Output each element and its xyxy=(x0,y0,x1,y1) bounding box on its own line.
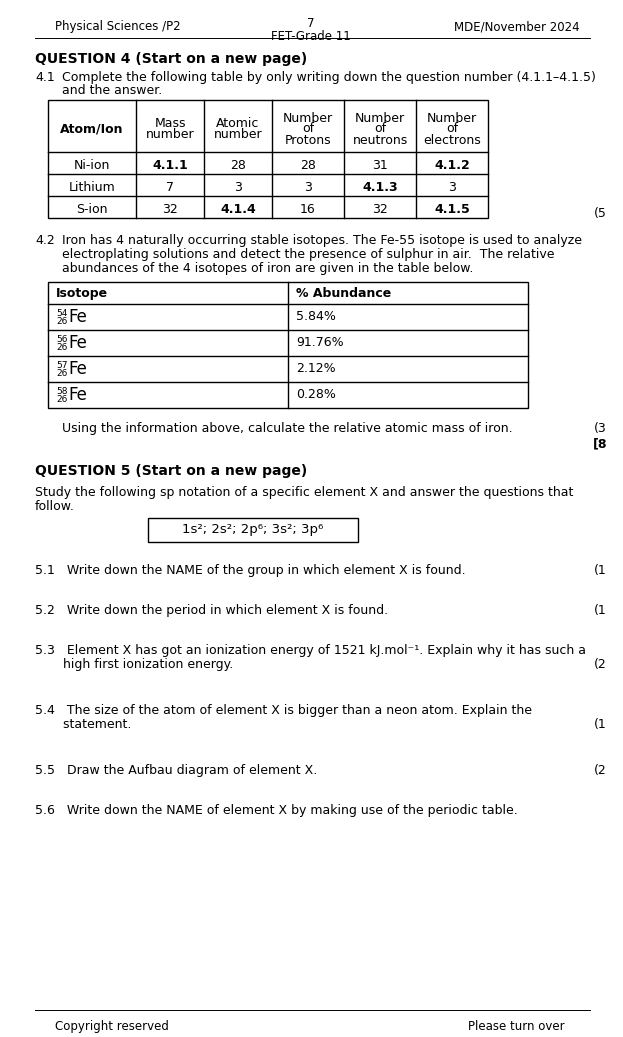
Text: number: number xyxy=(214,128,262,141)
Text: Please turn over: Please turn over xyxy=(468,1020,565,1033)
Text: 4.1.1: 4.1.1 xyxy=(152,159,188,172)
Text: neutrons: neutrons xyxy=(353,134,407,146)
Text: 57: 57 xyxy=(56,361,67,369)
Text: Number: Number xyxy=(355,112,405,124)
Text: 32: 32 xyxy=(372,203,388,216)
Text: 4.1.4: 4.1.4 xyxy=(220,203,256,216)
Text: 54: 54 xyxy=(56,308,67,317)
Text: (1: (1 xyxy=(594,604,607,617)
Text: 26: 26 xyxy=(56,317,67,327)
Text: electrons: electrons xyxy=(423,134,481,146)
Text: FET-Grade 11: FET-Grade 11 xyxy=(271,30,351,43)
Text: QUESTION 5 (Start on a new page): QUESTION 5 (Start on a new page) xyxy=(35,464,307,478)
Text: Iron has 4 naturally occurring stable isotopes. The Fe-55 isotope is used to ana: Iron has 4 naturally occurring stable is… xyxy=(62,234,582,247)
Text: [8: [8 xyxy=(592,437,607,450)
Text: Fe: Fe xyxy=(68,360,87,379)
Text: 16: 16 xyxy=(300,203,316,216)
Text: Lithium: Lithium xyxy=(69,181,115,194)
Text: (3: (3 xyxy=(594,422,607,435)
Text: (5: (5 xyxy=(594,207,607,220)
Text: number: number xyxy=(146,128,194,141)
Bar xyxy=(148,518,358,542)
Text: 5.4   The size of the atom of element X is bigger than a neon atom. Explain the: 5.4 The size of the atom of element X is… xyxy=(35,704,532,717)
Text: 5.1   Write down the NAME of the group in which element X is found.: 5.1 Write down the NAME of the group in … xyxy=(35,564,465,577)
Text: statement.: statement. xyxy=(35,718,131,731)
Text: QUESTION 4 (Start on a new page): QUESTION 4 (Start on a new page) xyxy=(35,52,307,66)
Text: 4.1.2: 4.1.2 xyxy=(434,159,470,172)
Text: Number: Number xyxy=(427,112,477,124)
Text: MDE/November 2024: MDE/November 2024 xyxy=(454,20,580,33)
Text: follow.: follow. xyxy=(35,500,75,513)
Text: 5.6   Write down the NAME of element X by making use of the periodic table.: 5.6 Write down the NAME of element X by … xyxy=(35,804,518,817)
Text: Ni-ion: Ni-ion xyxy=(74,159,110,172)
Text: high first ionization energy.: high first ionization energy. xyxy=(35,658,233,671)
Text: (2: (2 xyxy=(594,764,607,777)
Bar xyxy=(48,100,488,218)
Text: Atomic: Atomic xyxy=(216,117,260,130)
Text: 7: 7 xyxy=(166,181,174,194)
Text: 56: 56 xyxy=(56,335,67,343)
Text: of: of xyxy=(446,122,458,136)
Text: 5.84%: 5.84% xyxy=(296,310,336,324)
Text: abundances of the 4 isotopes of iron are given in the table below.: abundances of the 4 isotopes of iron are… xyxy=(62,262,473,275)
Text: 4.1.3: 4.1.3 xyxy=(362,181,398,194)
Text: 4.1: 4.1 xyxy=(35,71,55,84)
Text: Study the following sp notation of a specific element X and answer the questions: Study the following sp notation of a spe… xyxy=(35,486,573,499)
Text: 26: 26 xyxy=(56,395,67,404)
Text: 5.5   Draw the Aufbau diagram of element X.: 5.5 Draw the Aufbau diagram of element X… xyxy=(35,764,317,777)
Text: of: of xyxy=(302,122,314,136)
Text: (2: (2 xyxy=(594,658,607,671)
Text: S-ion: S-ion xyxy=(76,203,108,216)
Text: 26: 26 xyxy=(56,369,67,379)
Text: 4.1.5: 4.1.5 xyxy=(434,203,470,216)
Text: 31: 31 xyxy=(372,159,388,172)
Text: electroplating solutions and detect the presence of sulphur in air.  The relativ: electroplating solutions and detect the … xyxy=(62,248,554,261)
Text: Fe: Fe xyxy=(68,334,87,352)
Text: 28: 28 xyxy=(300,159,316,172)
Text: Atom/Ion: Atom/Ion xyxy=(60,122,124,136)
Text: Fe: Fe xyxy=(68,386,87,404)
Text: 1s²; 2s²; 2p⁶; 3s²; 3p⁶: 1s²; 2s²; 2p⁶; 3s²; 3p⁶ xyxy=(183,524,323,536)
Text: 26: 26 xyxy=(56,343,67,353)
Text: 3: 3 xyxy=(234,181,242,194)
Text: and the answer.: and the answer. xyxy=(62,84,162,97)
Text: 91.76%: 91.76% xyxy=(296,336,344,349)
Text: 7: 7 xyxy=(307,17,315,30)
Text: (1: (1 xyxy=(594,564,607,577)
Text: Number: Number xyxy=(283,112,333,124)
Text: 5.2   Write down the period in which element X is found.: 5.2 Write down the period in which eleme… xyxy=(35,604,388,617)
Text: Mass: Mass xyxy=(155,117,186,130)
Text: % Abundance: % Abundance xyxy=(296,287,391,300)
Text: 2.12%: 2.12% xyxy=(296,363,336,375)
Bar xyxy=(48,282,528,408)
Text: Copyright reserved: Copyright reserved xyxy=(55,1020,169,1033)
Text: 3: 3 xyxy=(304,181,312,194)
Text: 32: 32 xyxy=(162,203,178,216)
Text: 58: 58 xyxy=(56,387,67,395)
Text: 28: 28 xyxy=(230,159,246,172)
Text: 4.2: 4.2 xyxy=(35,234,55,247)
Text: 0.28%: 0.28% xyxy=(296,389,336,401)
Text: 3: 3 xyxy=(448,181,456,194)
Text: Using the information above, calculate the relative atomic mass of iron.: Using the information above, calculate t… xyxy=(62,422,513,435)
Text: Physical Sciences /P2: Physical Sciences /P2 xyxy=(55,20,181,33)
Text: Protons: Protons xyxy=(285,134,331,146)
Text: 5.3   Element X has got an ionization energy of 1521 kJ.mol⁻¹. Explain why it ha: 5.3 Element X has got an ionization ener… xyxy=(35,644,586,657)
Text: Complete the following table by only writing down the question number (4.1.1–4.1: Complete the following table by only wri… xyxy=(62,71,596,84)
Text: of: of xyxy=(374,122,386,136)
Text: (1: (1 xyxy=(594,718,607,731)
Text: Isotope: Isotope xyxy=(56,287,108,300)
Text: Fe: Fe xyxy=(68,308,87,326)
